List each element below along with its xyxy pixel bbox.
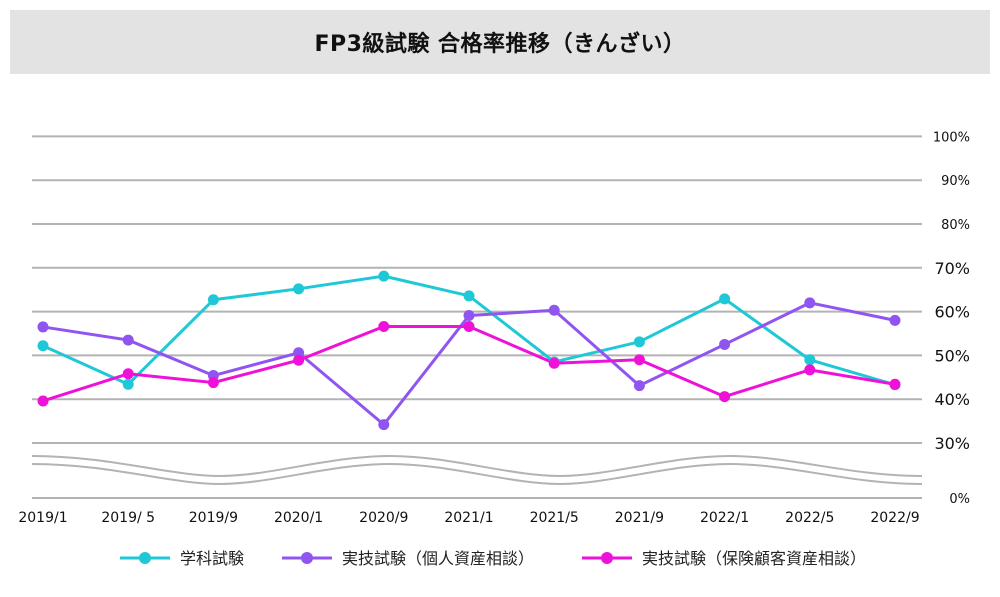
x-tick-label: 2022/9 bbox=[870, 510, 919, 526]
y-tick-label: 80% bbox=[941, 218, 970, 233]
series-3-point bbox=[719, 391, 731, 403]
x-tick-label: 2022/1 bbox=[700, 510, 749, 526]
legend-swatch-marker bbox=[139, 552, 151, 564]
series-1-point bbox=[719, 293, 731, 305]
series-3-point bbox=[633, 354, 645, 366]
series-2-point bbox=[889, 314, 901, 326]
series-3-point bbox=[122, 368, 134, 380]
y-tick-label: 0% bbox=[949, 492, 970, 507]
legend-label: 学科試験 bbox=[180, 549, 244, 568]
legend-swatch-marker bbox=[301, 552, 313, 564]
x-tick-label: 2022/5 bbox=[785, 510, 834, 526]
y-tick-label: 70% bbox=[934, 259, 970, 278]
series-2-point bbox=[633, 380, 645, 392]
series-2-point bbox=[719, 338, 731, 350]
y-tick-label: 100% bbox=[933, 130, 970, 145]
x-tick-label: 2020/9 bbox=[359, 510, 408, 526]
series-3-point bbox=[463, 320, 475, 332]
series-1-point bbox=[463, 290, 475, 302]
axis-break-wave bbox=[31, 454, 923, 478]
y-tick-label: 90% bbox=[941, 174, 970, 189]
series-2-point bbox=[804, 297, 816, 309]
series-2-point bbox=[548, 304, 560, 316]
x-tick-label: 2019/1 bbox=[18, 510, 67, 526]
x-tick-label: 2021/1 bbox=[444, 510, 493, 526]
series-2-point bbox=[37, 321, 49, 333]
series-1-point bbox=[293, 283, 305, 295]
series-1-point bbox=[378, 270, 390, 282]
series-3-point bbox=[293, 354, 305, 366]
series-2-point bbox=[378, 419, 390, 431]
x-tick-label: 2019/9 bbox=[189, 510, 238, 526]
series-2-point bbox=[122, 334, 134, 346]
axis-break-wave bbox=[31, 462, 923, 486]
chart-title: FP3級試験 合格率推移（きんざい） bbox=[314, 32, 686, 57]
series-3-point bbox=[378, 320, 390, 332]
y-tick-label: 40% bbox=[934, 390, 970, 409]
series-1-point bbox=[633, 336, 645, 348]
x-tick-label: 2021/5 bbox=[530, 510, 579, 526]
series-1-point bbox=[37, 340, 49, 352]
series-1-point bbox=[122, 378, 134, 390]
series-3-point bbox=[804, 364, 816, 376]
y-tick-label: 60% bbox=[934, 303, 970, 322]
series-3-point bbox=[37, 395, 49, 407]
series-3-point bbox=[207, 377, 219, 389]
x-tick-label: 2021/9 bbox=[615, 510, 664, 526]
legend-label: 実技試験（個人資産相談） bbox=[342, 549, 534, 568]
title-bar: FP3級試験 合格率推移（きんざい） bbox=[10, 10, 990, 74]
series-1-point bbox=[207, 294, 219, 306]
y-tick-label: 50% bbox=[934, 346, 970, 365]
legend-swatch-marker bbox=[601, 552, 613, 564]
series-1-point bbox=[804, 354, 816, 366]
y-tick-label: 30% bbox=[934, 434, 970, 453]
series-line-3 bbox=[42, 324, 896, 403]
x-tick-label: 2020/1 bbox=[274, 510, 323, 526]
series-3-point bbox=[548, 357, 560, 369]
x-tick-label: 2019/ 5 bbox=[101, 510, 155, 526]
legend-label: 実技試験（保険顧客資産相談） bbox=[642, 549, 866, 568]
series-2-point bbox=[463, 310, 475, 322]
series-3-point bbox=[889, 378, 901, 390]
